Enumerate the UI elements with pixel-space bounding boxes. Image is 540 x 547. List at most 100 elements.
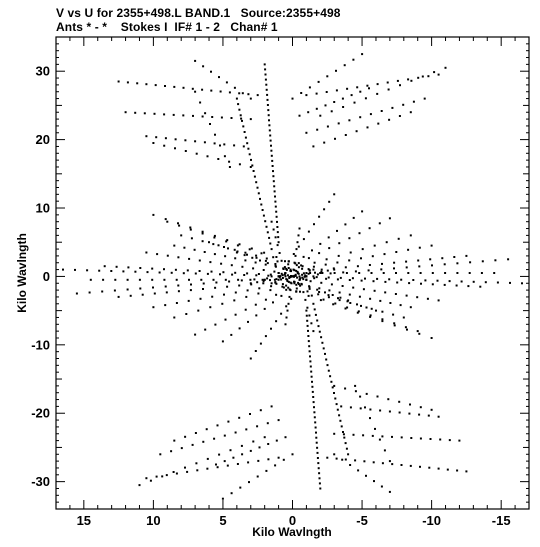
uv-point xyxy=(284,436,287,439)
uv-point xyxy=(247,147,250,150)
uv-point xyxy=(308,345,311,348)
uv-point xyxy=(271,165,274,167)
uv-point xyxy=(317,467,320,470)
uv-point xyxy=(393,261,396,264)
uv-point xyxy=(333,453,336,456)
uv-point xyxy=(366,84,369,87)
uv-point xyxy=(252,170,255,172)
uv-point xyxy=(127,266,130,269)
uv-point xyxy=(391,106,394,109)
uv-point xyxy=(276,231,279,234)
uv-point xyxy=(247,461,250,464)
uv-point xyxy=(240,279,243,282)
uv-point xyxy=(262,280,265,283)
uv-point xyxy=(203,141,206,144)
uv-point xyxy=(251,164,254,167)
uv-point xyxy=(257,273,260,275)
uv-point xyxy=(285,288,288,291)
uv-point xyxy=(250,247,253,250)
uv-point xyxy=(236,250,239,253)
uv-point xyxy=(139,287,142,290)
uv-point xyxy=(338,414,341,417)
uv-point xyxy=(305,275,308,278)
uv-point xyxy=(297,234,300,237)
uv-point xyxy=(223,434,226,437)
uv-point xyxy=(243,254,246,257)
uv-point xyxy=(364,406,366,409)
uv-point xyxy=(134,270,137,273)
uv-point xyxy=(310,322,313,325)
uv-point xyxy=(465,254,468,257)
uv-point xyxy=(301,273,304,276)
uv-point xyxy=(193,248,196,251)
y-tick-label: -30 xyxy=(31,474,50,489)
uv-point xyxy=(363,460,366,463)
uv-point xyxy=(360,304,362,307)
uv-point xyxy=(259,342,262,345)
uv-point xyxy=(409,111,412,114)
uv-point xyxy=(370,272,373,274)
uv-point xyxy=(331,294,334,296)
uv-point xyxy=(249,118,252,121)
uv-point xyxy=(223,293,225,296)
uv-point xyxy=(416,296,419,299)
uv-point xyxy=(437,73,440,76)
uv-point xyxy=(153,292,156,295)
uv-point xyxy=(238,243,241,246)
uv-point xyxy=(164,85,166,87)
uv-point xyxy=(328,289,331,292)
uv-point xyxy=(282,267,285,270)
uv-point xyxy=(418,246,421,249)
uv-point xyxy=(151,278,154,281)
uv-point xyxy=(381,310,384,313)
uv-point xyxy=(333,101,336,103)
uv-point xyxy=(198,270,201,272)
uv-point xyxy=(421,75,424,78)
uv-point xyxy=(173,316,176,319)
uv-point xyxy=(335,403,338,406)
uv-point xyxy=(219,90,222,93)
uv-point xyxy=(244,136,247,139)
x-tick-label: -15 xyxy=(492,513,511,528)
uv-point xyxy=(333,268,336,271)
uv-point xyxy=(256,281,259,284)
uv-point xyxy=(164,137,167,140)
uv-point xyxy=(384,280,387,283)
uv-point xyxy=(145,251,148,254)
uv-point xyxy=(273,278,276,281)
uv-point xyxy=(316,319,319,322)
uv-point xyxy=(189,226,192,229)
uv-point xyxy=(315,431,317,434)
uv-point xyxy=(388,460,391,463)
uv-point xyxy=(277,278,280,281)
uv-point xyxy=(268,236,271,239)
uv-point xyxy=(336,278,339,281)
uv-point xyxy=(334,302,337,305)
uv-point xyxy=(270,154,273,157)
uv-point xyxy=(277,419,280,422)
uv-point xyxy=(274,200,277,203)
uv-point xyxy=(412,100,415,103)
uv-point xyxy=(188,257,191,260)
uv-point xyxy=(227,247,229,250)
uv-point xyxy=(359,90,362,93)
uv-point xyxy=(391,463,394,466)
uv-point xyxy=(221,340,224,343)
uv-point xyxy=(230,492,233,495)
uv-point xyxy=(293,275,295,278)
uv-point xyxy=(138,484,141,487)
uv-point xyxy=(318,477,321,480)
uv-point xyxy=(443,263,446,266)
uv-point xyxy=(337,122,340,125)
uv-point xyxy=(257,192,260,195)
uv-point xyxy=(302,255,305,258)
uv-point xyxy=(397,237,400,240)
uv-point xyxy=(228,91,231,94)
uv-point xyxy=(388,278,391,281)
uv-point xyxy=(336,229,338,232)
uv-point xyxy=(342,106,345,108)
uv-point xyxy=(267,443,270,445)
uv-point xyxy=(234,431,237,434)
uv-point xyxy=(298,227,301,230)
uv-point xyxy=(369,113,372,116)
